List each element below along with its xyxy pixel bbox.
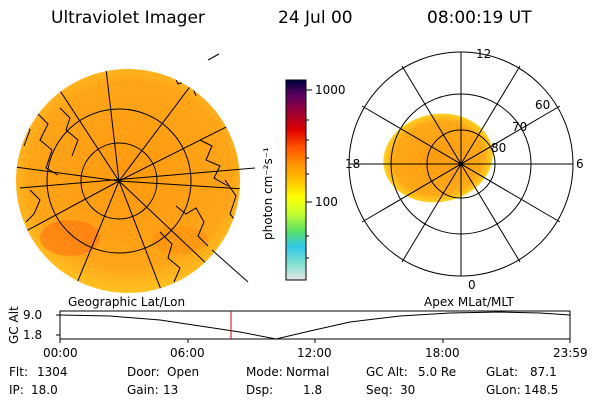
- glat-value: 87.1: [530, 365, 557, 379]
- image-time: 08:00:19 UT: [427, 8, 532, 28]
- instrument-title: Ultraviolet Imager: [51, 8, 205, 28]
- gain-label: Gain:: [127, 383, 159, 397]
- mode-label: Mode:: [246, 365, 283, 379]
- ip-label: IP:: [9, 383, 24, 397]
- time-tick-0600: 06:00: [170, 346, 205, 360]
- gain-value: 13: [163, 383, 179, 397]
- gc-alt-label: GC Alt:: [366, 365, 408, 379]
- image-date: 24 Jul 00: [278, 8, 353, 28]
- altitude-curve: [59, 311, 571, 340]
- seq-value: 30: [400, 383, 416, 397]
- gc-alt-value: 5.0 Re: [418, 365, 457, 379]
- apex-label: Apex MLat/MLT: [424, 295, 514, 309]
- geographic-label: Geographic Lat/Lon: [68, 295, 186, 309]
- colorbar: [285, 79, 307, 281]
- mlt-label-18: 18: [345, 157, 361, 171]
- mode-value: Normal: [286, 365, 330, 379]
- polar-mlt-plot: [348, 51, 574, 277]
- flt-value: 1304: [37, 365, 68, 379]
- seq-label: Seq:: [366, 383, 393, 397]
- geographic-image: [16, 53, 256, 293]
- alt-tick-high: 9.0: [23, 308, 43, 322]
- glat-label: GLat:: [486, 365, 519, 379]
- mlat-label-70: 70: [512, 120, 528, 134]
- mlt-label-12: 12: [476, 47, 492, 61]
- auroral-oval: [383, 113, 493, 203]
- flt-label: Flt:: [9, 365, 28, 379]
- dsp-label: Dsp:: [246, 383, 274, 397]
- colorbar-tick-1000: 1000: [315, 83, 346, 97]
- altitude-strip: [56, 310, 571, 343]
- alt-tick-low: 1.8: [23, 328, 43, 342]
- time-tick-2359: 23:59: [553, 346, 588, 360]
- colorbar-tick-100: 100: [315, 195, 338, 209]
- colorbar-unit-label: photon cm⁻²s⁻¹: [261, 147, 275, 240]
- mlt-label-6: 6: [576, 157, 584, 171]
- glon-value: 148.5: [524, 383, 559, 397]
- colorbar-gradient: [285, 79, 307, 281]
- mlat-label-80: 80: [491, 141, 507, 155]
- time-tick-0000: 00:00: [43, 346, 78, 360]
- door-value: Open: [167, 365, 200, 379]
- mlat-label-60: 60: [535, 98, 551, 112]
- ip-value: 18.0: [31, 383, 58, 397]
- dsp-value: 1.8: [303, 383, 323, 397]
- gc-alt-axis-label: GC Alt: [7, 306, 21, 344]
- time-tick-1800: 18:00: [425, 346, 460, 360]
- glon-label: GLon:: [486, 383, 521, 397]
- door-label: Door:: [127, 365, 160, 379]
- time-tick-1200: 12:00: [297, 346, 332, 360]
- mlt-label-0: 0: [468, 278, 476, 292]
